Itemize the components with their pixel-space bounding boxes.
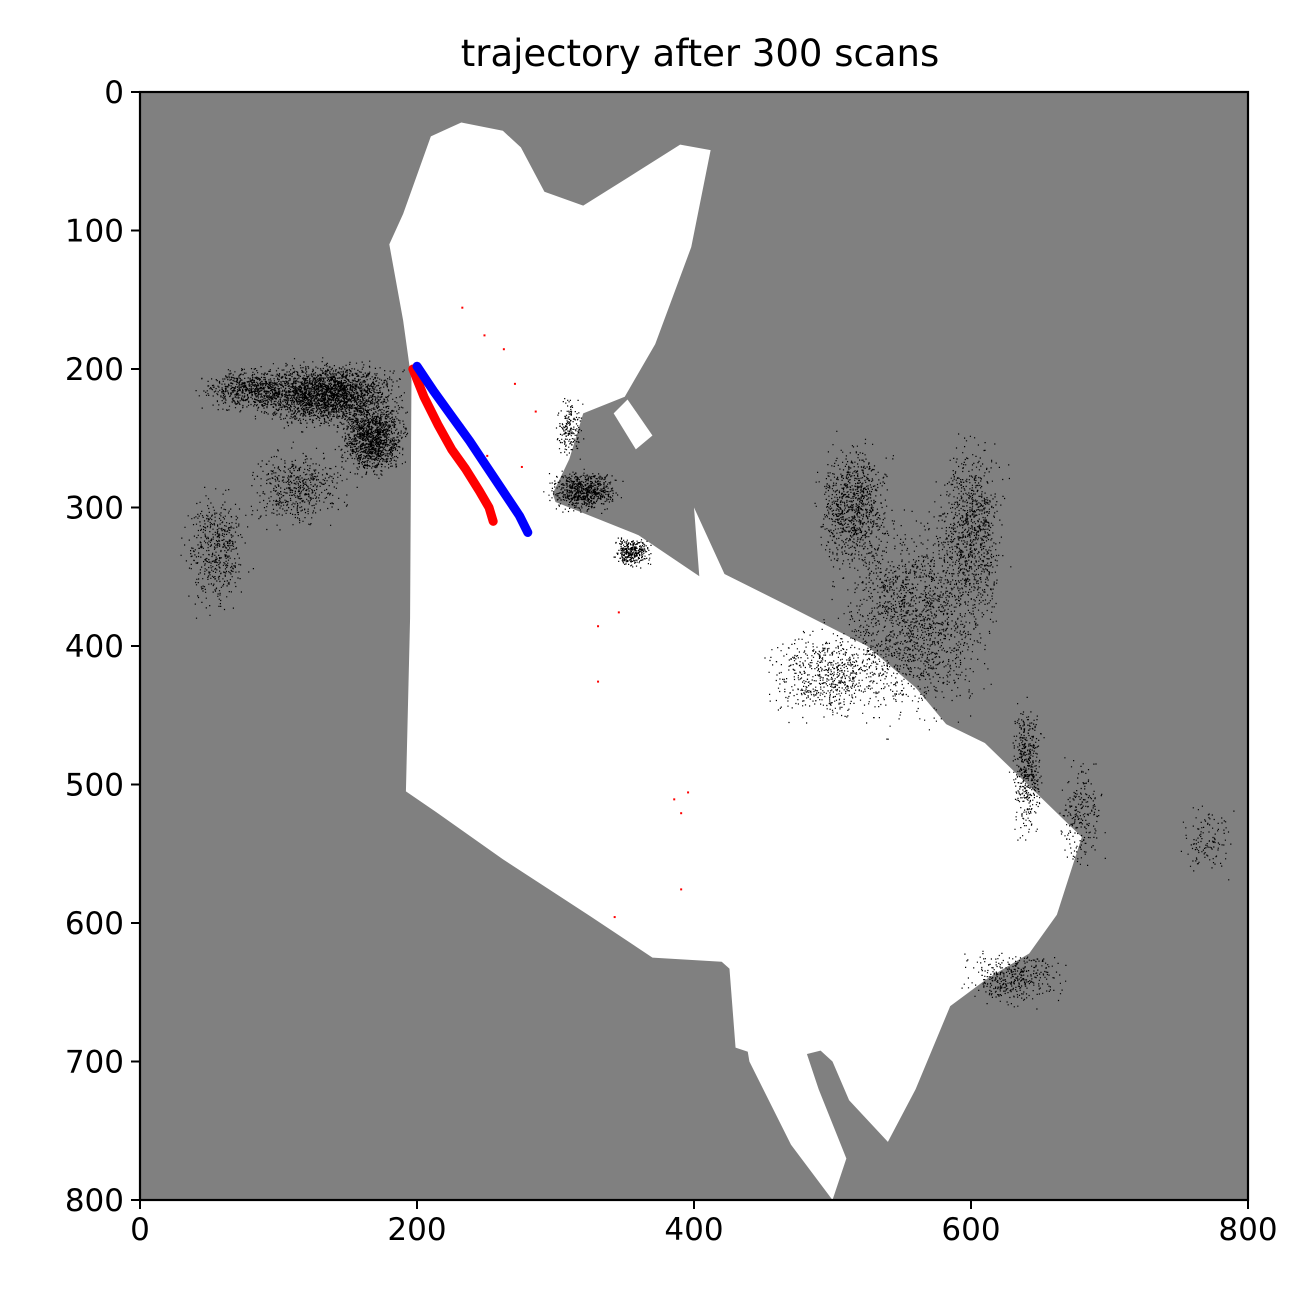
red-noise-point-7 [520,465,523,468]
red-noise-point-3 [513,382,516,385]
y-axis: 0 100 200 300 400 500 600 700 800 [65,75,140,1219]
y-tick-label-400: 400 [65,629,124,665]
y-tick-label-200: 200 [65,352,124,388]
free-space-region-3 [613,399,653,450]
obstacle-points-9 [823,501,997,740]
free-space-region-1 [694,507,1068,1062]
y-tick-label-300: 300 [65,491,124,527]
red-noise-point-1 [483,334,486,337]
red-noise-point-6 [486,454,489,457]
obstacle-points-15 [1180,805,1235,881]
obstacle-cluster-13 [961,950,1067,1010]
red-noise-point-15 [680,888,683,891]
trajectory-blue-line [412,361,533,537]
x-axis: 0 200 400 600 800 [130,1200,1278,1248]
red-noise-point-8 [597,680,600,683]
obstacle-points-2 [195,368,301,414]
y-tick-label-0: 0 [104,75,124,111]
plot-area [140,92,1248,1200]
obstacle-layer [180,357,1235,1010]
obstacle-points-13 [961,950,1067,1010]
obstacle-points-5 [543,468,624,514]
red-noise-point-12 [680,812,683,815]
y-tick-label-700: 700 [65,1045,124,1081]
free-space-region-2 [735,978,847,1200]
x-tick-label-400: 400 [664,1212,723,1248]
obstacle-cluster-5 [543,468,624,514]
obstacle-cluster-10 [932,433,1012,649]
red-noise-point-13 [673,798,676,801]
obstacle-cluster-6 [613,537,652,569]
x-tick-label-200: 200 [387,1212,446,1248]
obstacle-points-1 [334,396,409,479]
obstacle-cluster-3 [180,486,254,619]
red-noise-point-11 [613,916,616,919]
obstacle-cluster-7 [555,398,585,460]
trajectory-layer [408,361,533,537]
obstacle-points-10 [932,433,1012,649]
red-noise-point-2 [502,348,505,351]
obstacle-cluster-9 [823,501,997,740]
red-noise-point-9 [597,625,600,628]
obstacle-cluster-2 [195,368,301,414]
obstacle-points-11 [764,622,911,724]
red-noise-point-0 [461,306,464,309]
red-noise-point-4 [534,410,537,413]
x-tick-label-0: 0 [130,1212,150,1248]
y-tick-label-600: 600 [65,906,124,942]
chart-title: trajectory after 300 scans [461,32,940,75]
trajectory-red-line [408,364,498,526]
red-noise-point-14 [687,791,690,794]
obstacle-cluster-0 [251,357,405,433]
y-tick-label-800: 800 [65,1183,124,1219]
obstacle-cluster-11 [764,622,911,724]
free-space-layer [389,122,1082,1200]
y-tick-label-100: 100 [65,214,124,250]
obstacle-points-6 [613,537,652,569]
x-tick-label-800: 800 [1218,1212,1277,1248]
red-noise-point-10 [617,611,620,614]
y-tick-label-500: 500 [65,768,124,804]
obstacle-cluster-15 [1180,805,1235,881]
obstacle-points-3 [180,486,254,619]
obstacle-points-7 [555,398,585,460]
red-noise-layer [461,306,690,919]
obstacle-cluster-1 [334,396,409,479]
x-tick-label-600: 600 [941,1212,1000,1248]
obstacle-points-0 [251,357,405,433]
